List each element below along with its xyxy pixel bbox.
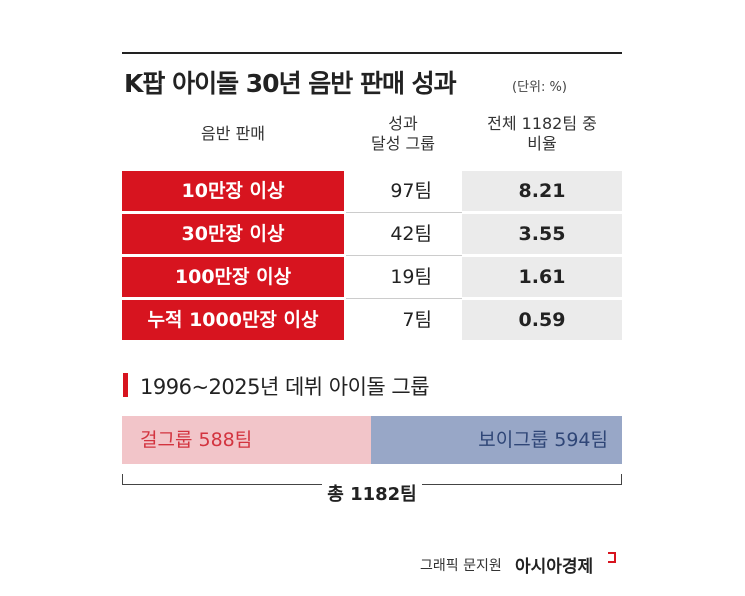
credit: 그래픽 문지원 (420, 558, 502, 574)
ratio: 1.61 (462, 257, 622, 297)
column-header: 성과 달성 그룹 (371, 114, 435, 153)
table-row: 30만장 이상 42팀 3.55 (122, 214, 622, 254)
team-count: 7팀 (346, 300, 460, 340)
table-row: 100만장 이상 19팀 1.61 (122, 257, 622, 297)
team-count: 97팀 (346, 171, 460, 211)
row-divider (346, 212, 462, 213)
team-count-text: 97팀 (390, 180, 432, 202)
bar-segment: 걸그룹 588팀 (122, 416, 371, 464)
table-row: 10만장 이상 97팀 8.21 (122, 171, 622, 211)
top-rule (122, 52, 622, 54)
unit-note: (단위: %) (512, 80, 567, 95)
team-count-text: 19팀 (390, 266, 432, 288)
column-header: 전체 1182팀 중 비율 (487, 114, 597, 153)
row-label: 30만장 이상 (122, 214, 344, 254)
row-divider (346, 298, 462, 299)
team-count: 42팀 (346, 214, 460, 254)
section-title: 1996~2025년 데뷔 아이돌 그룹 (140, 375, 430, 399)
row-label: 100만장 이상 (122, 257, 344, 297)
section-marker (123, 373, 128, 397)
source-mark (608, 552, 616, 563)
table-row: 누적 1000만장 이상 7팀 0.59 (122, 300, 622, 340)
segment-label: 걸그룹 588팀 (140, 429, 253, 451)
total-label: 총 1182팀 (322, 480, 422, 506)
source: 아시아경제 (515, 557, 594, 577)
bar-segment: 보이그룹 594팀 (370, 416, 622, 464)
team-count-text: 7팀 (402, 309, 432, 331)
row-label: 누적 1000만장 이상 (122, 300, 344, 340)
segment-label: 보이그룹 594팀 (478, 429, 608, 451)
column-header: 음반 판매 (201, 124, 265, 143)
ratio: 3.55 (462, 214, 622, 254)
ratio: 8.21 (462, 171, 622, 211)
ratio: 0.59 (462, 300, 622, 340)
row-divider (346, 255, 462, 256)
team-count: 19팀 (346, 257, 460, 297)
row-label: 10만장 이상 (122, 171, 344, 211)
team-count-text: 42팀 (390, 223, 432, 245)
title: K팝 아이돌 30년 음반 판매 성과 (124, 69, 457, 98)
